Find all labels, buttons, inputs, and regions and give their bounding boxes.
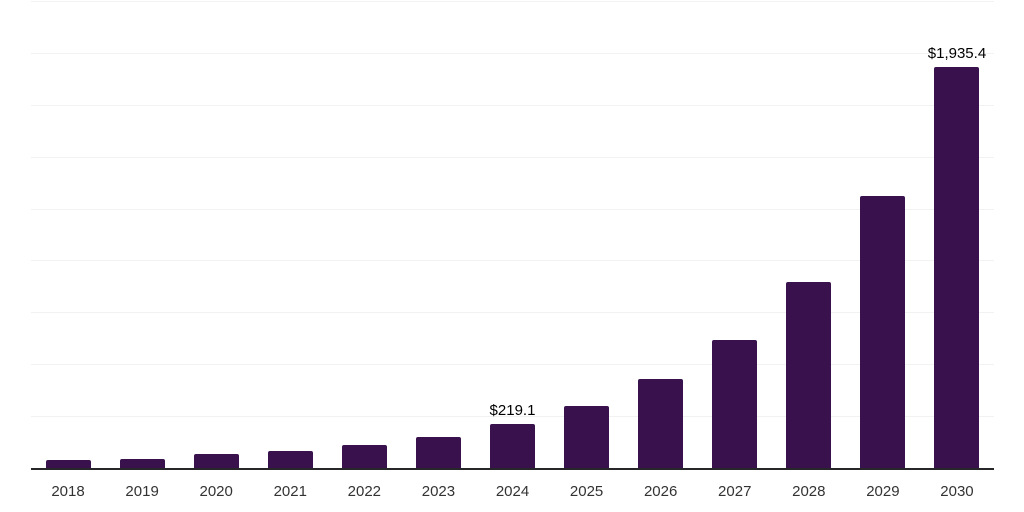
gridline	[31, 52, 994, 54]
bar-2019	[119, 458, 165, 469]
bar-2029	[860, 196, 906, 469]
x-tick-label-2028: 2028	[792, 483, 826, 500]
x-tick-label-2018: 2018	[51, 483, 85, 500]
bar-slot-2029	[846, 2, 920, 469]
bar-value-label-2030: $1,935.4	[927, 45, 987, 63]
bar-2023	[415, 437, 461, 469]
bar-2018	[45, 460, 91, 469]
x-axis-tick-labels: 2018 2019 2020 2021 2022 2023 2024 2025 2026 2027…	[31, 482, 994, 502]
x-tick-label-2022: 2022	[347, 483, 382, 500]
x-tick-label-2029: 2029	[866, 483, 900, 500]
x-tick-label-2030: 2030	[940, 483, 974, 500]
x-tick-label-2021: 2021	[273, 483, 307, 500]
bar-2026	[638, 379, 684, 469]
gridline	[31, 156, 994, 158]
plot-area: $219.1 $1,935.4	[31, 1, 994, 469]
x-tick-label-2026: 2026	[643, 483, 678, 500]
bar-2022	[341, 444, 387, 469]
bar-2027	[712, 340, 758, 469]
bar-slot-2025	[550, 2, 624, 469]
bar-slot-2021	[253, 2, 327, 469]
bar-slot-2018	[31, 2, 105, 469]
x-tick-label-2019: 2019	[125, 483, 159, 500]
bar-slot-2023	[401, 2, 475, 469]
bar-value-label-2024: $219.1	[489, 401, 536, 419]
gridline	[31, 364, 994, 366]
bar-slot-2019	[105, 2, 179, 469]
bar-slot-2028	[772, 2, 846, 469]
bar-2028	[786, 282, 832, 469]
gridline	[31, 104, 994, 106]
bar-slot-2030: $1,935.4	[920, 2, 994, 469]
x-tick-label-2023: 2023	[421, 483, 456, 500]
bar-2024: $219.1	[490, 402, 535, 469]
gridline	[31, 208, 994, 210]
bar-2021	[267, 451, 313, 469]
x-tick-label-2027: 2027	[718, 483, 752, 500]
bar-slot-2024: $219.1	[475, 2, 549, 469]
x-tick-label-2020: 2020	[199, 483, 233, 500]
gridline	[31, 416, 994, 418]
bar-slot-2027	[698, 2, 772, 469]
bars-layer: $219.1 $1,935.4	[31, 2, 994, 469]
bar-slot-2026	[624, 2, 698, 469]
x-tick-label-2024: 2024	[495, 483, 530, 500]
bar-2025	[564, 405, 610, 469]
gridline	[31, 260, 994, 262]
x-tick-label-2025: 2025	[569, 483, 604, 500]
bar-slot-2022	[327, 2, 401, 469]
bar-slot-2020	[179, 2, 253, 469]
bar-2020	[193, 454, 239, 469]
gridline	[31, 312, 994, 314]
x-axis-line	[31, 468, 994, 470]
bar-2030: $1,935.4	[928, 45, 986, 469]
gridline	[31, 1, 994, 2]
